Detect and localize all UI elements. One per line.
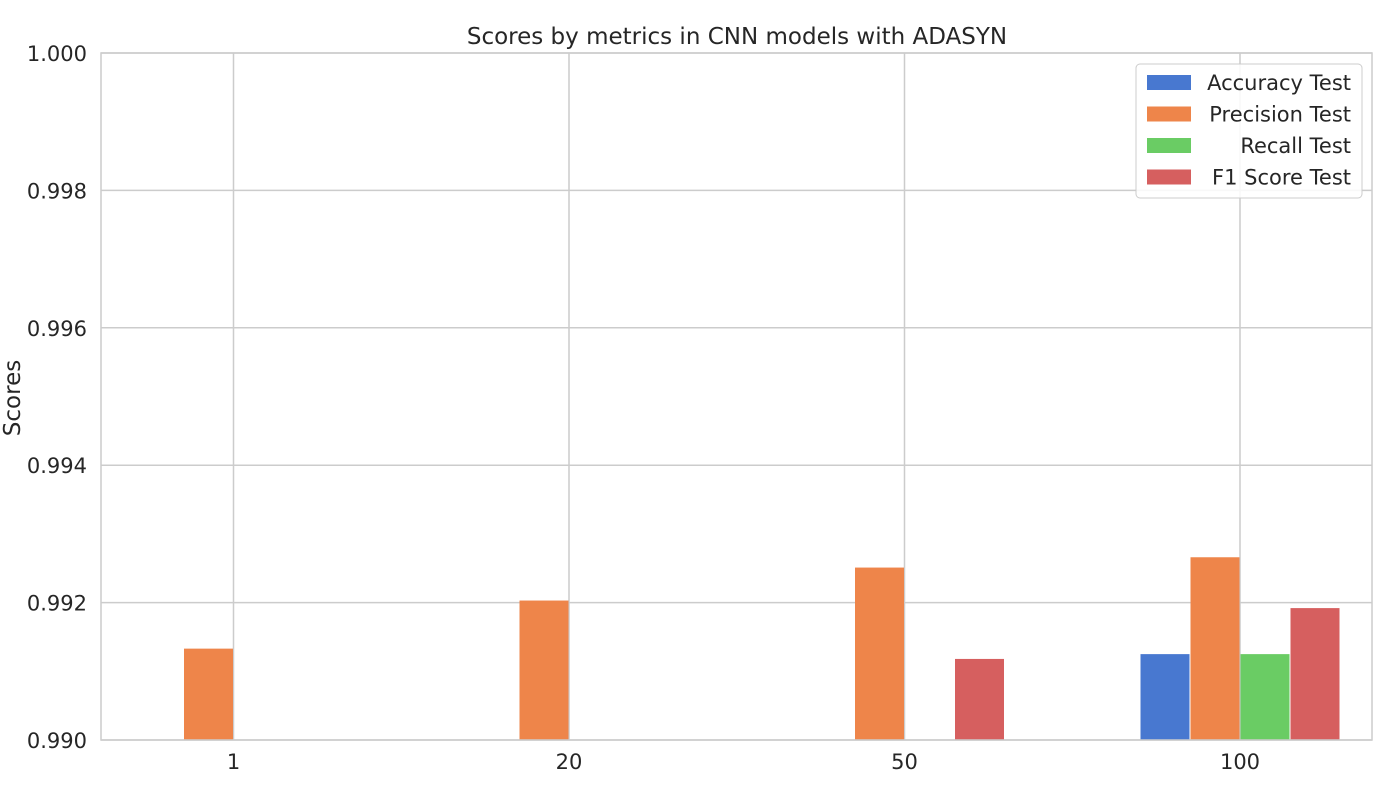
x-tick-label: 1	[227, 750, 240, 774]
bars	[184, 557, 1340, 740]
legend-label: Recall Test	[1240, 134, 1351, 158]
x-tick-labels: 1 20 50 100	[227, 750, 1260, 774]
y-tick-label: 1.000	[27, 42, 87, 66]
y-axis-label: Scores	[0, 360, 26, 436]
legend-label: Accuracy Test	[1207, 71, 1351, 95]
legend-label: F1 Score Test	[1212, 166, 1351, 190]
x-tick-label: 50	[891, 750, 918, 774]
x-tick-label: 100	[1220, 750, 1260, 774]
plot-frame	[100, 52, 1373, 741]
y-tick-label: 0.998	[27, 179, 87, 203]
bar-recall-test-100	[1240, 654, 1290, 740]
bar-f1-score-test-50	[955, 658, 1004, 740]
y-tick-label: 0.990	[27, 729, 87, 753]
legend-swatch	[1147, 169, 1191, 185]
y-tick-label: 0.992	[27, 592, 87, 616]
legend-swatch	[1147, 106, 1191, 122]
y-tick-labels: 0.990 0.992 0.994 0.996 0.998 1.000	[27, 42, 87, 753]
bar-precision-test-100	[1190, 557, 1240, 740]
bar-precision-test-50	[855, 567, 904, 740]
legend-swatch	[1147, 75, 1191, 90]
legend: Accuracy Test Precision Test Recall Test F1…	[1135, 63, 1363, 199]
bar-f1-score-test-100	[1290, 608, 1340, 740]
legend-frame	[1135, 63, 1363, 199]
bar-precision-test-1	[184, 648, 233, 740]
y-tick-label: 0.996	[27, 317, 87, 341]
y-tick-label: 0.994	[27, 454, 87, 478]
bar-precision-test-20	[519, 600, 569, 740]
x-tick-label: 20	[556, 750, 583, 774]
legend-swatch	[1147, 138, 1191, 153]
bar-accuracy-test-100	[1140, 654, 1190, 740]
legend-label: Precision Test	[1209, 103, 1351, 127]
chart-title: Scores by metrics in CNN models with ADA…	[467, 24, 1007, 50]
